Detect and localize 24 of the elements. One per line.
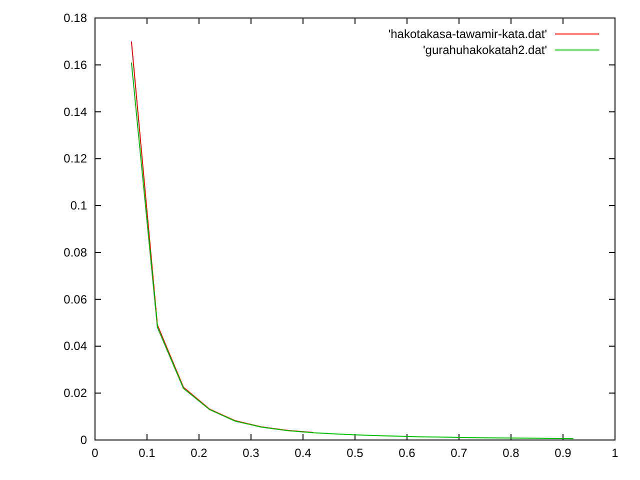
x-tick-label: 0.3 [242, 446, 260, 460]
y-tick-label: 0.04 [64, 339, 88, 354]
y-tick-label: 0.06 [64, 292, 88, 306]
x-tick-label: 0.7 [450, 446, 468, 460]
y-tick-label: 0.1 [70, 198, 88, 213]
x-tick-label: 1 [612, 446, 619, 460]
y-tick-label: 0.16 [64, 58, 88, 72]
x-tick-label: 0.1 [138, 446, 156, 460]
line-series [130, 62, 574, 440]
y-tick-label: 0.14 [64, 104, 88, 119]
y-tick-label: 0.08 [64, 245, 88, 260]
x-tick-label: 0.5 [346, 446, 364, 460]
legend-label: 'hakotakasa-tawamir-kata.dat' [388, 27, 547, 41]
y-tick-label: 0.02 [64, 386, 88, 400]
y-tick-label: 0.18 [64, 11, 88, 25]
x-tick-label: 0.8 [502, 446, 520, 460]
y-tick-label: 0 [80, 433, 88, 447]
x-tick-label: 0.9 [554, 446, 572, 460]
x-tick-label: 0 [92, 446, 99, 460]
x-tick-label: 0.6 [398, 446, 416, 460]
y-tick-label: 0.12 [64, 152, 88, 166]
x-tick-label: 0.2 [190, 446, 208, 460]
legend-label: 'gurahuhakokatah2.dat' [422, 43, 547, 57]
x-tick-label: 0.4 [294, 446, 312, 460]
